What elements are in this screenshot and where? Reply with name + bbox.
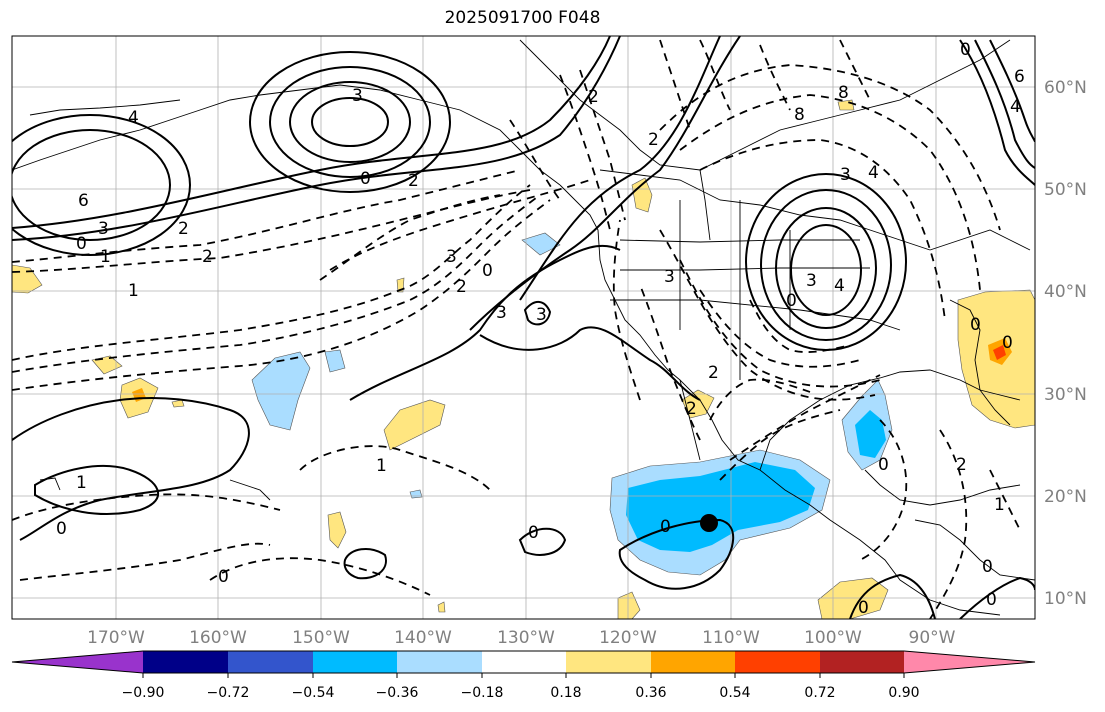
lat-label: 20°N (1044, 487, 1087, 507)
contour-label: 1 (76, 473, 87, 493)
lon-label: 170°W (87, 628, 145, 648)
colorbar-segment (566, 651, 651, 673)
lat-label: 60°N (1044, 78, 1087, 98)
contour-label: 3 (352, 86, 363, 106)
lat-label: 30°N (1044, 385, 1087, 405)
contour-label: 3 (98, 219, 109, 239)
longitude-labels: 170°W 160°W 150°W 140°W 130°W 120°W 110°… (87, 628, 956, 648)
lat-label: 50°N (1044, 180, 1087, 200)
lon-label: 100°W (804, 628, 862, 648)
colorbar-tick-label: −0.18 (461, 685, 504, 701)
contour-label: 4 (128, 108, 139, 128)
contour-label: 2 (686, 399, 697, 419)
lat-label: 10°N (1044, 589, 1087, 609)
contour-label: 4 (868, 163, 879, 183)
solid-contours (12, 36, 1035, 619)
latitude-labels: 60°N 50°N 40°N 30°N 20°N 10°N (1044, 78, 1087, 609)
contour-label: 2 (178, 219, 189, 239)
contour-label: 0 (786, 291, 797, 311)
colorbar-segment (143, 651, 228, 673)
contour-label: 3 (840, 165, 851, 185)
lon-label: 140°W (394, 628, 452, 648)
contour-label: 3 (806, 271, 817, 291)
colorbar-segment (820, 651, 904, 673)
colorbar-tick-label: −0.54 (292, 685, 335, 701)
colorbar-segment (228, 651, 313, 673)
colorbar: −0.90 −0.72 −0.54 −0.36 −0.18 0.18 0.36 … (11, 650, 1036, 701)
colorbar-tick-label: 0.18 (550, 685, 581, 701)
contour-label: 1 (994, 495, 1005, 515)
contour-label: 0 (960, 40, 971, 60)
colorbar-tick-label: 0.54 (719, 685, 750, 701)
contour-label: 0 (76, 234, 87, 254)
lat-label: 40°N (1044, 282, 1087, 302)
contour-label: 0 (56, 519, 67, 539)
colorbar-tick-label: 0.72 (804, 685, 835, 701)
lon-label: 90°W (909, 628, 956, 648)
colorbar-tick-label: −0.72 (207, 685, 250, 701)
contour-label: 1 (100, 247, 111, 267)
gridlines (12, 36, 1035, 619)
contour-label: 2 (408, 171, 419, 191)
contour-label: 1 (128, 281, 139, 301)
storm-center-marker (700, 514, 718, 532)
colorbar-segment (651, 651, 735, 673)
contour-label: 2 (956, 455, 967, 475)
contour-label: 8 (838, 83, 849, 103)
contour-label: 6 (1014, 67, 1025, 87)
contour-label: 2 (202, 247, 213, 267)
positive-anomaly-fills (12, 99, 1035, 619)
contour-label: 3 (446, 247, 457, 267)
colorbar-tick-label: 0.90 (888, 685, 919, 701)
negative-anomaly-fills (251, 232, 893, 576)
dashed-contours (12, 39, 1021, 619)
contour-labels: 3 4 6 3 0 0 2 2 1 1 2 3 2 0 3 3 2 2 1 0 … (56, 40, 1025, 618)
contour-label: 0 (970, 315, 981, 335)
contour-label: 4 (834, 276, 845, 296)
contour-label: 1 (376, 456, 387, 476)
map-area: 3 4 6 3 0 0 2 2 1 1 2 3 2 0 3 3 2 2 1 0 … (12, 36, 1035, 619)
colorbar-segment (482, 651, 566, 673)
lon-label: 150°W (292, 628, 350, 648)
coastlines (12, 39, 1035, 616)
contour-label: 0 (360, 169, 371, 189)
contour-label: 0 (218, 567, 229, 587)
lon-label: 130°W (497, 628, 555, 648)
contour-label: 8 (794, 105, 805, 125)
colorbar-segment (904, 651, 1035, 673)
contour-label: 3 (496, 303, 507, 323)
contour-label: 2 (456, 277, 467, 297)
colorbar-tick-label: −0.36 (376, 685, 419, 701)
colorbar-segment (313, 651, 397, 673)
contour-label: 0 (528, 523, 539, 543)
contour-label: 2 (708, 363, 719, 383)
lon-label: 120°W (599, 628, 657, 648)
lon-label: 110°W (702, 628, 760, 648)
contour-label: 0 (858, 598, 869, 618)
contour-label: 6 (78, 191, 89, 211)
contour-label: 4 (1010, 97, 1021, 117)
colorbar-segment (735, 651, 820, 673)
contour-label: 2 (648, 130, 659, 150)
contour-label: 0 (482, 261, 493, 281)
map-frame (11, 35, 1036, 620)
contour-label: 3 (664, 267, 675, 287)
contour-label: 0 (660, 517, 671, 537)
colorbar-segment (12, 651, 143, 673)
map-title: 2025091700 F048 (444, 8, 601, 28)
contour-label: 3 (536, 305, 547, 325)
colorbar-tick-label: 0.36 (635, 685, 666, 701)
lon-label: 160°W (189, 628, 247, 648)
colorbar-segment (397, 651, 482, 673)
contour-label: 0 (986, 590, 997, 610)
contour-label: 0 (1002, 333, 1013, 353)
colorbar-tick-label: −0.90 (122, 685, 165, 701)
contour-label: 0 (878, 455, 889, 475)
contour-label: 2 (588, 87, 599, 107)
contour-label: 0 (982, 557, 993, 577)
